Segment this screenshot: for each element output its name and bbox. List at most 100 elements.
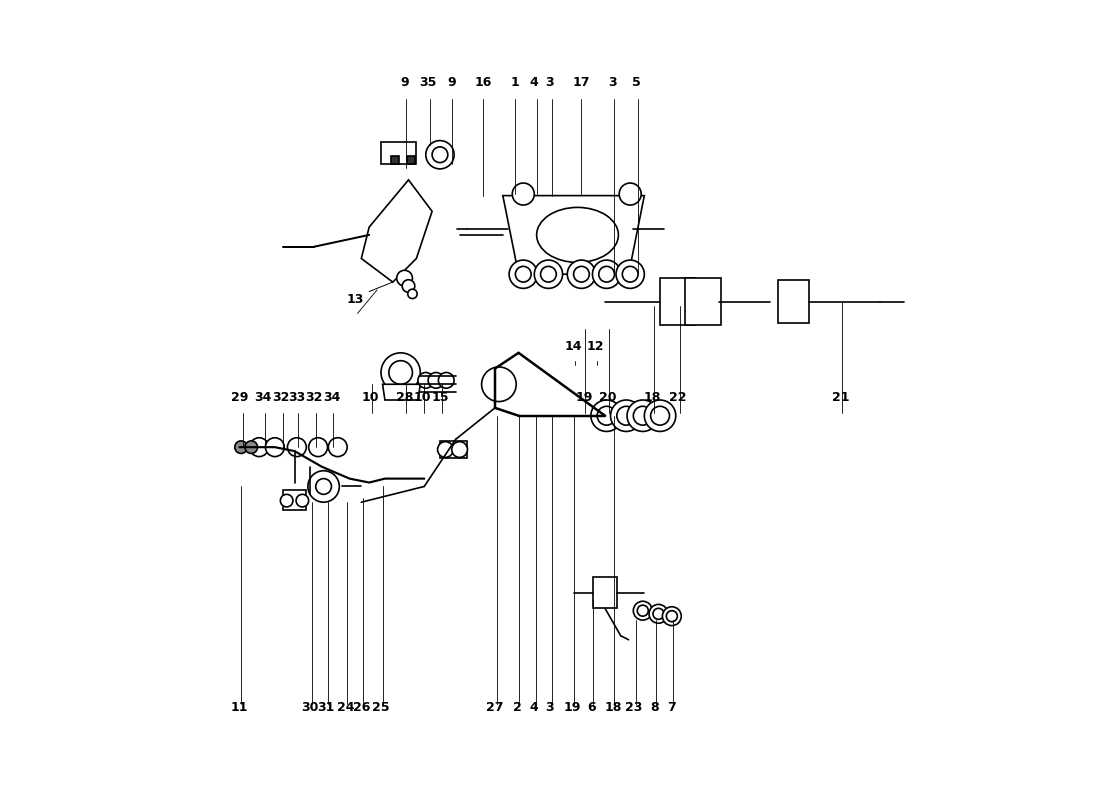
Bar — [440, 441, 467, 458]
Text: 13: 13 — [346, 293, 364, 306]
Text: 7: 7 — [668, 702, 676, 714]
Bar — [660, 278, 695, 326]
Text: 32: 32 — [306, 391, 323, 404]
Text: 15: 15 — [431, 391, 449, 404]
Text: 19: 19 — [575, 391, 593, 404]
Text: 19: 19 — [563, 702, 581, 714]
Text: 34: 34 — [322, 391, 340, 404]
Text: 9: 9 — [400, 77, 409, 90]
Bar — [283, 490, 306, 510]
Circle shape — [513, 183, 535, 205]
Text: 30: 30 — [301, 702, 319, 714]
Circle shape — [568, 260, 595, 288]
Circle shape — [234, 441, 248, 454]
Text: 34: 34 — [254, 391, 272, 404]
Circle shape — [426, 141, 454, 169]
Text: 35: 35 — [419, 77, 437, 90]
Text: 18: 18 — [604, 702, 622, 714]
Circle shape — [645, 400, 675, 431]
Text: 8: 8 — [650, 702, 659, 714]
Circle shape — [634, 406, 652, 425]
Circle shape — [627, 400, 659, 431]
Circle shape — [280, 494, 293, 507]
Text: 12: 12 — [586, 340, 604, 353]
Circle shape — [591, 400, 623, 431]
Circle shape — [432, 147, 448, 162]
Bar — [593, 577, 617, 608]
Circle shape — [598, 266, 615, 282]
Circle shape — [397, 270, 412, 286]
Text: 18: 18 — [644, 391, 661, 404]
Text: 14: 14 — [564, 340, 582, 353]
Text: 3: 3 — [608, 77, 617, 90]
Circle shape — [439, 373, 454, 388]
Circle shape — [516, 266, 531, 282]
Circle shape — [381, 353, 420, 392]
Text: 9: 9 — [448, 77, 456, 90]
Text: 4: 4 — [530, 77, 539, 90]
Circle shape — [634, 602, 652, 620]
Circle shape — [637, 605, 648, 616]
Circle shape — [535, 260, 562, 288]
Bar — [392, 156, 399, 164]
Circle shape — [597, 406, 616, 425]
Bar — [778, 280, 810, 323]
Circle shape — [418, 373, 433, 388]
Circle shape — [650, 406, 670, 425]
Circle shape — [308, 470, 339, 502]
Text: 2: 2 — [513, 702, 521, 714]
Circle shape — [296, 494, 309, 507]
Circle shape — [408, 289, 417, 298]
Text: 16: 16 — [474, 77, 492, 90]
Circle shape — [667, 610, 678, 622]
Circle shape — [428, 373, 444, 388]
Text: 27: 27 — [486, 702, 504, 714]
Text: 32: 32 — [273, 391, 289, 404]
Text: 33: 33 — [288, 391, 306, 404]
Polygon shape — [383, 384, 420, 400]
Circle shape — [452, 442, 468, 458]
Text: 20: 20 — [598, 391, 616, 404]
Circle shape — [616, 260, 645, 288]
Polygon shape — [503, 196, 645, 274]
Circle shape — [388, 361, 412, 384]
Circle shape — [316, 478, 331, 494]
Circle shape — [328, 438, 348, 457]
Circle shape — [403, 280, 415, 292]
Circle shape — [509, 260, 538, 288]
Text: 5: 5 — [632, 77, 641, 90]
Ellipse shape — [537, 207, 618, 262]
Polygon shape — [361, 180, 432, 282]
Circle shape — [540, 266, 557, 282]
Text: 4: 4 — [530, 702, 539, 714]
Circle shape — [309, 438, 328, 457]
Text: 11: 11 — [231, 702, 249, 714]
Bar — [685, 278, 720, 326]
Text: 17: 17 — [573, 77, 591, 90]
Circle shape — [573, 266, 590, 282]
Text: 24: 24 — [337, 702, 354, 714]
Circle shape — [245, 441, 257, 454]
Text: 23: 23 — [626, 702, 642, 714]
Bar — [381, 142, 417, 164]
Circle shape — [617, 406, 636, 425]
Circle shape — [662, 606, 681, 626]
Circle shape — [287, 438, 306, 457]
Circle shape — [593, 260, 620, 288]
Text: 31: 31 — [317, 702, 334, 714]
Bar — [407, 156, 415, 164]
Circle shape — [265, 438, 284, 457]
Circle shape — [482, 367, 516, 402]
Circle shape — [619, 183, 641, 205]
Text: 10: 10 — [414, 391, 431, 404]
Circle shape — [438, 442, 453, 458]
Circle shape — [623, 266, 638, 282]
Circle shape — [649, 604, 668, 623]
Text: 28: 28 — [396, 391, 414, 404]
Text: 10: 10 — [362, 391, 380, 404]
Text: 26: 26 — [353, 702, 370, 714]
Text: 6: 6 — [587, 702, 596, 714]
Text: 22: 22 — [670, 391, 686, 404]
Circle shape — [653, 608, 664, 619]
Text: 21: 21 — [832, 391, 849, 404]
